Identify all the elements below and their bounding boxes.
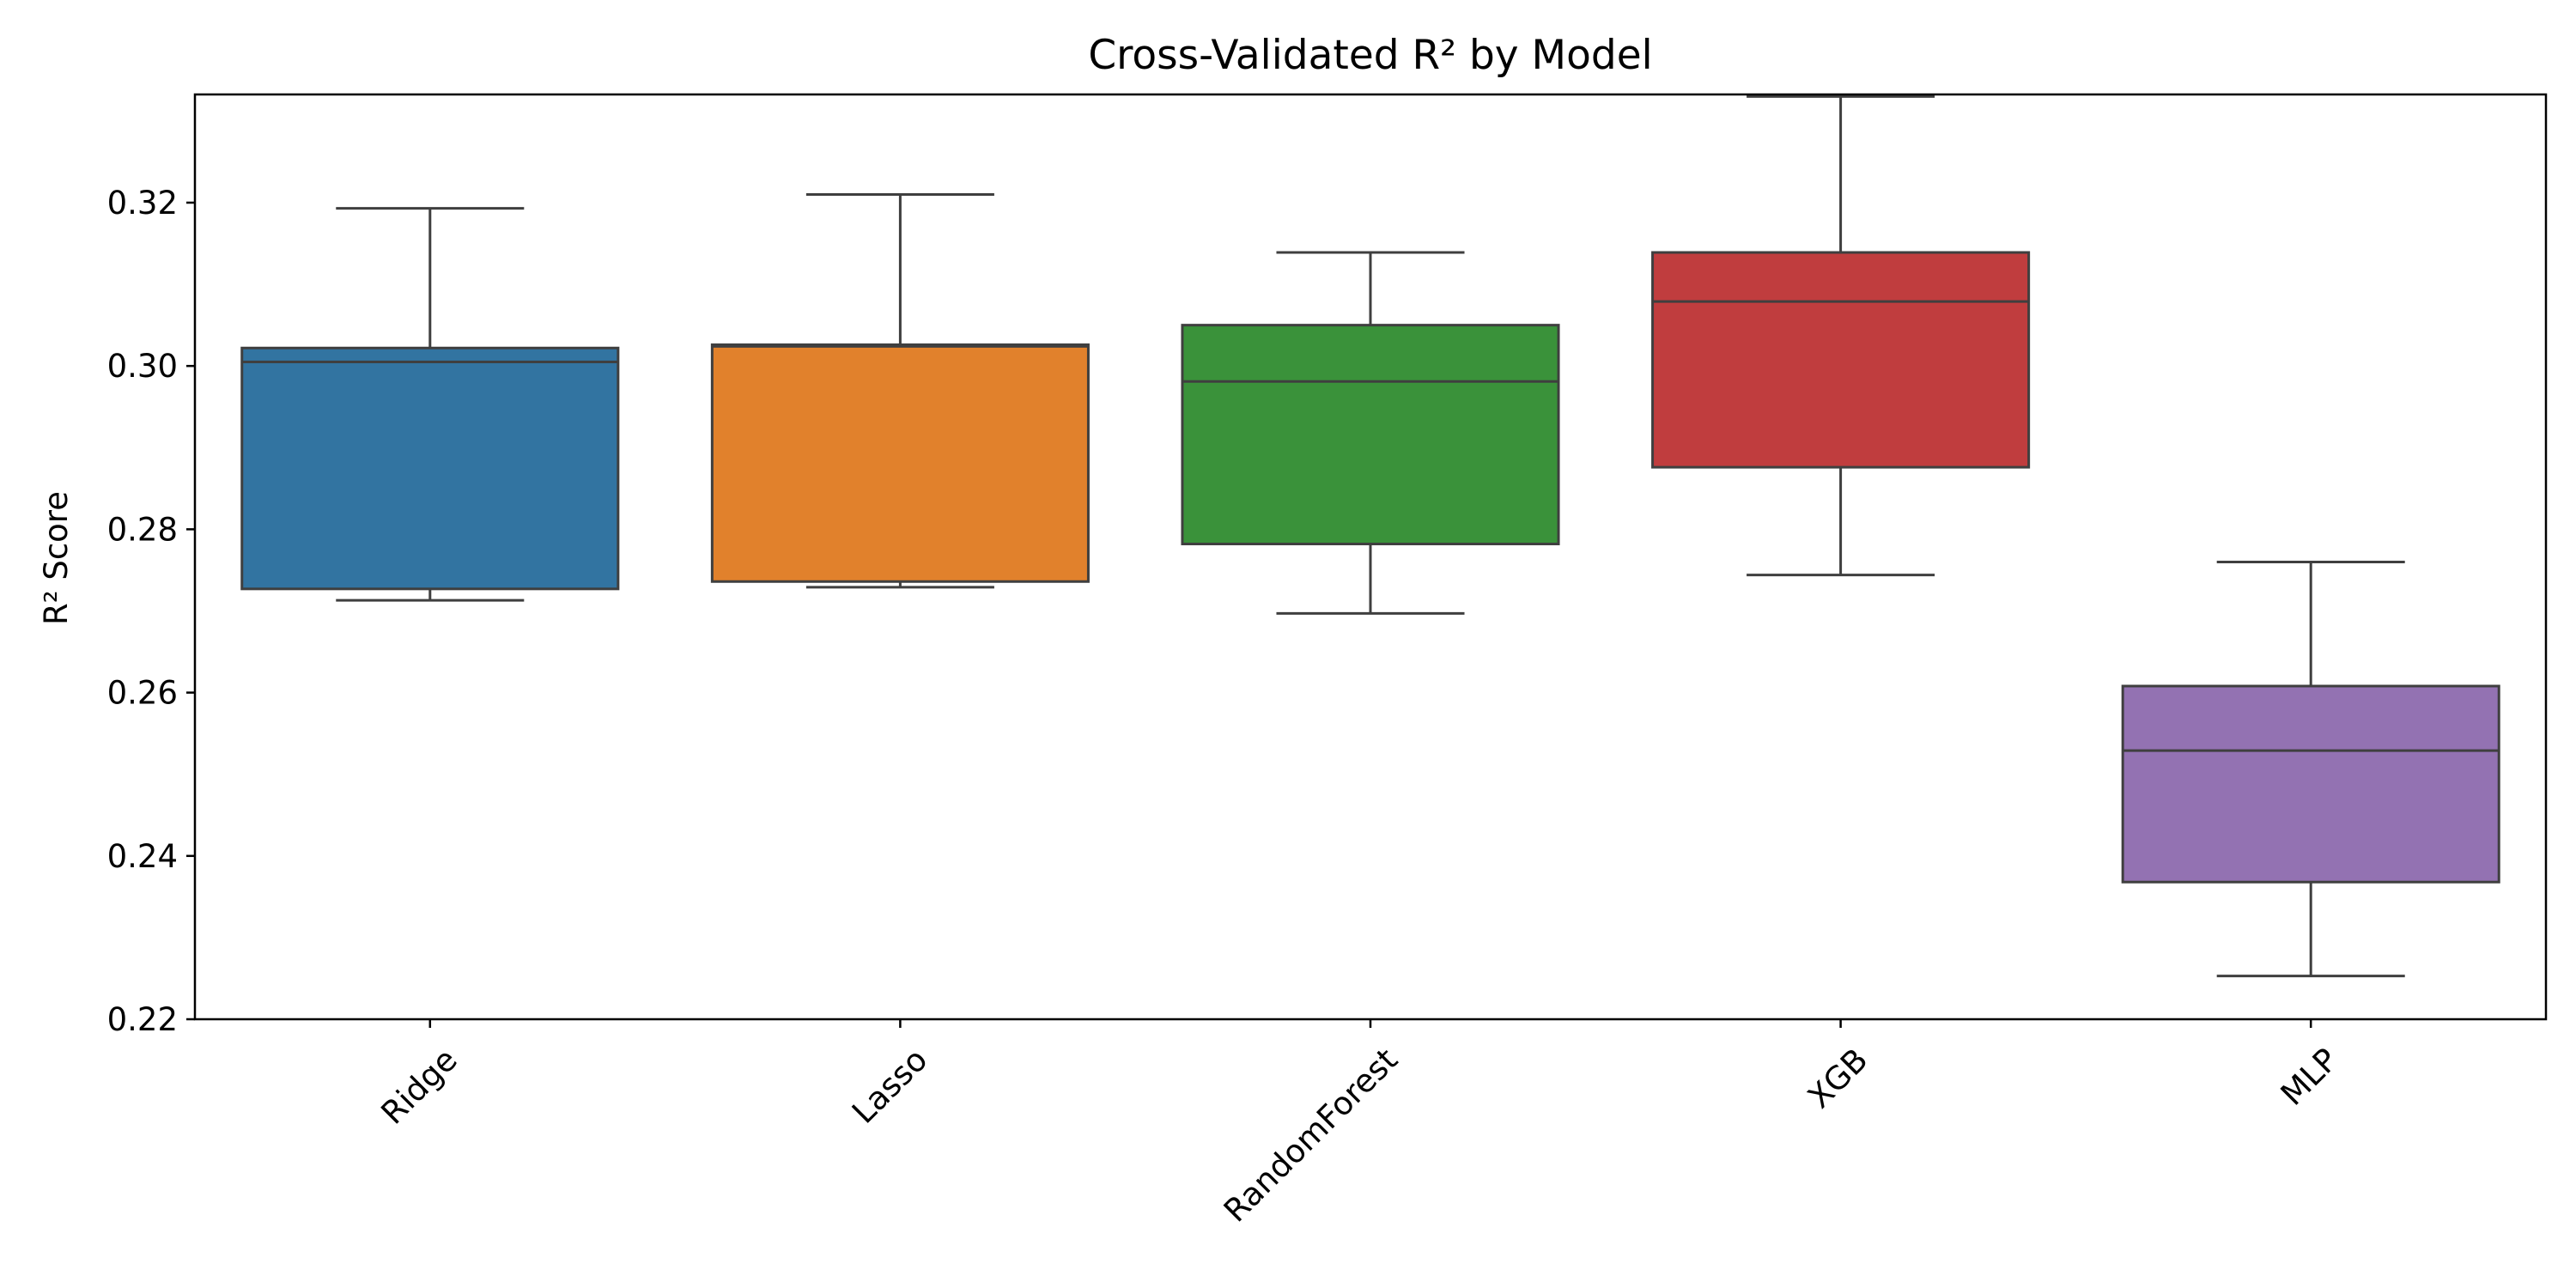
- box-ridge: [240, 346, 620, 591]
- chart-title: Cross-Validated R² by Model: [1088, 32, 1652, 79]
- plot-area: 0.22 0.24 0.26 0.28 0.30 0.32 Ridge Lasso Random…: [107, 94, 2500, 1230]
- box-mlp: [2121, 684, 2500, 884]
- y-tick-label: 0.22: [107, 1001, 178, 1038]
- y-tick-label: 0.24: [107, 838, 178, 875]
- x-tick-label: Lasso: [845, 1042, 934, 1131]
- plot-frame: [193, 93, 2548, 1021]
- x-tick-label: Ridge: [374, 1042, 465, 1132]
- y-tick-label: 0.32: [107, 185, 178, 222]
- y-axis-label: R² Score: [38, 491, 75, 625]
- y-tick-label: 0.26: [107, 675, 178, 712]
- box-lasso: [710, 343, 1090, 583]
- x-tick-label: MLP: [2274, 1042, 2345, 1113]
- y-tick-label: 0.28: [107, 511, 178, 548]
- x-tick-label: RandomForest: [1217, 1042, 1405, 1230]
- y-tick-label: 0.30: [107, 348, 178, 385]
- box-xgb: [1651, 251, 2031, 469]
- box-randomforest: [1181, 324, 1560, 546]
- x-tick-label: XGB: [1801, 1042, 1875, 1116]
